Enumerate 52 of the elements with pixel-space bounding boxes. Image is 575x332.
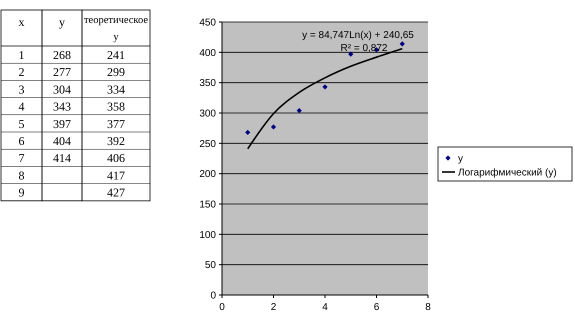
y-tick-label: 9 [18,186,24,200]
annotation: R² = 0,872 [340,43,388,54]
data-label: 304 [53,82,71,96]
x-tick-label: 8 [425,302,432,313]
data-label: 406 [107,151,125,166]
y-tick-label: 7 [18,151,24,166]
legend-label: Логарифмический (y) [458,168,557,178]
y-tick-label: 250 [199,138,216,150]
data-label: 277 [53,65,71,80]
legend-label: y [458,154,463,164]
data-label: 417 [107,168,125,182]
point [400,41,405,46]
y-tick-label: 5 [18,116,24,131]
y-tick-label: 400 [199,48,216,59]
y-tick-label: 450 [199,18,216,28]
data-label: 404 [53,134,71,148]
y-axis-title: x [18,15,24,29]
y-tick-label: 1 [18,48,24,62]
data-label: 377 [107,116,125,131]
annotation: y = 84,747Ln(x) + 240,65 [302,30,414,42]
y-tick-label: 200 [199,169,216,180]
data-label: 343 [53,100,71,114]
data-label: 299 [107,65,125,80]
x-tick-label: теоретическое y [84,15,148,43]
y-tick-label: 100 [199,230,216,241]
y-tick-label: 6 [18,134,24,148]
y-tick-label: 0 [210,290,216,302]
y-tick-label: 50 [204,260,216,272]
x-tick-label: 4 [322,302,328,313]
data-label: 241 [107,48,125,62]
point [322,84,328,90]
y-tick-label: 300 [199,108,216,120]
y-tick-label: 8 [18,168,24,182]
data-label: 414 [53,151,71,166]
point [348,52,354,57]
y-tick-label: 2 [18,65,24,80]
x-tick-label: 6 [374,302,380,313]
data-label: 392 [107,134,125,148]
y-tick-label: 350 [199,78,216,90]
data-label: 397 [53,116,71,131]
data-label: 334 [107,82,125,96]
point [245,130,250,136]
data-label: 268 [53,48,71,62]
data-label: 358 [107,100,125,114]
data-label: 427 [107,186,125,200]
y-tick-label: 4 [18,100,24,114]
y-tick-label: 3 [18,82,24,96]
y-tick-label: 150 [199,200,216,210]
x-tick-label: 2 [270,302,277,313]
point [270,124,276,130]
point [296,108,302,114]
x-tick-label: 0 [219,302,226,313]
